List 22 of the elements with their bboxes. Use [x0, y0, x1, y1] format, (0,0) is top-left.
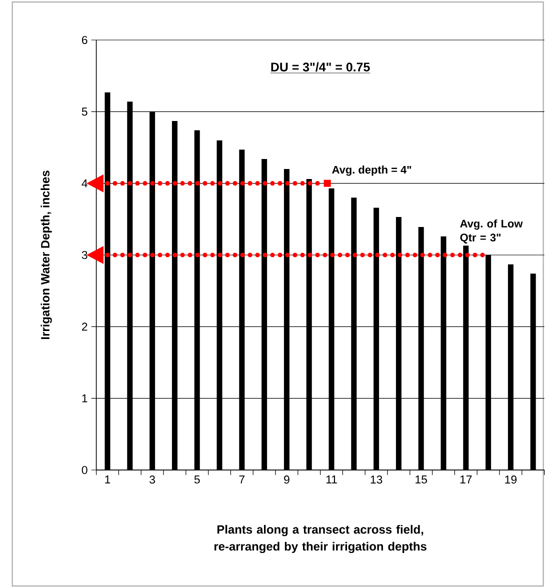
y-tick-label: 4	[82, 179, 88, 188]
y-axis-title: Irrigation Water Depth, inches	[40, 170, 52, 340]
x-tick-label: 17	[460, 476, 472, 484]
x-tick-label: 1	[105, 476, 110, 484]
y-tick-label: 1	[82, 394, 88, 402]
y-tick-label: 0	[82, 466, 88, 474]
annotation: DU = 3"/4" = 0.75	[271, 62, 370, 72]
y-tick-label: 3	[82, 250, 88, 260]
y-tick-label: 5	[82, 108, 88, 116]
x-tick-label: 19	[505, 476, 516, 484]
x-tick-label: 15	[415, 476, 427, 484]
x-tick-label: 3	[149, 476, 155, 484]
y-tick-label: 2	[82, 322, 88, 331]
annotation: Avg. depth = 4"	[332, 166, 411, 176]
x-axis-title: Plants along a transect across field, re-arranged by their irrigation depths	[214, 524, 426, 554]
annotation: Avg. of Low Qtr = 3"	[460, 219, 523, 244]
x-tick-label: 5	[194, 476, 200, 484]
x-tick-label: 7	[239, 476, 244, 484]
x-tick-label: 11	[326, 476, 337, 484]
x-tick-label: 9	[284, 476, 290, 484]
x-tick-label: 13	[370, 476, 382, 484]
y-tick-label: 6	[82, 36, 88, 44]
